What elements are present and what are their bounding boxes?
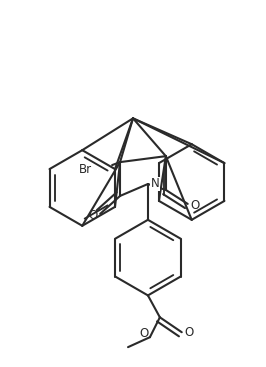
Text: O: O	[88, 209, 97, 222]
Text: Br: Br	[79, 163, 92, 175]
Text: O: O	[140, 327, 149, 340]
Text: O: O	[185, 326, 194, 339]
Text: N: N	[151, 178, 160, 190]
Text: O: O	[191, 199, 200, 212]
